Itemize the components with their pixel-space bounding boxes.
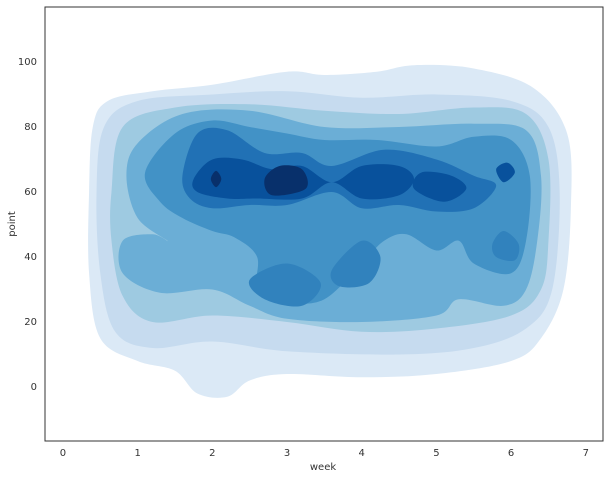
contour-level: [248, 263, 321, 307]
contour-level: [210, 170, 222, 188]
y-tick-label: 20: [24, 317, 37, 328]
x-tick-label: 6: [508, 448, 514, 459]
y-axis-label: point: [7, 211, 18, 237]
contour-level: [330, 240, 381, 288]
x-tick-label: 3: [284, 448, 290, 459]
x-tick-label: 0: [60, 448, 66, 459]
x-tick-label: 1: [134, 448, 140, 459]
x-axis-label: week: [310, 462, 336, 473]
y-tick-label: 0: [31, 382, 37, 393]
contour-level: [264, 165, 308, 196]
contour-level: [496, 162, 515, 183]
y-tick-label: 100: [18, 57, 37, 68]
contour-level: [491, 230, 520, 262]
y-tick-label: 40: [24, 252, 37, 263]
x-tick-label: 7: [583, 448, 589, 459]
x-tick-label: 5: [433, 448, 439, 459]
x-tick-label: 4: [359, 448, 365, 459]
plot-frame: [44, 6, 604, 442]
x-tick-label: 2: [209, 448, 215, 459]
y-tick-label: 60: [24, 187, 37, 198]
y-tick-label: 80: [24, 122, 37, 133]
contour-level: [412, 171, 467, 202]
